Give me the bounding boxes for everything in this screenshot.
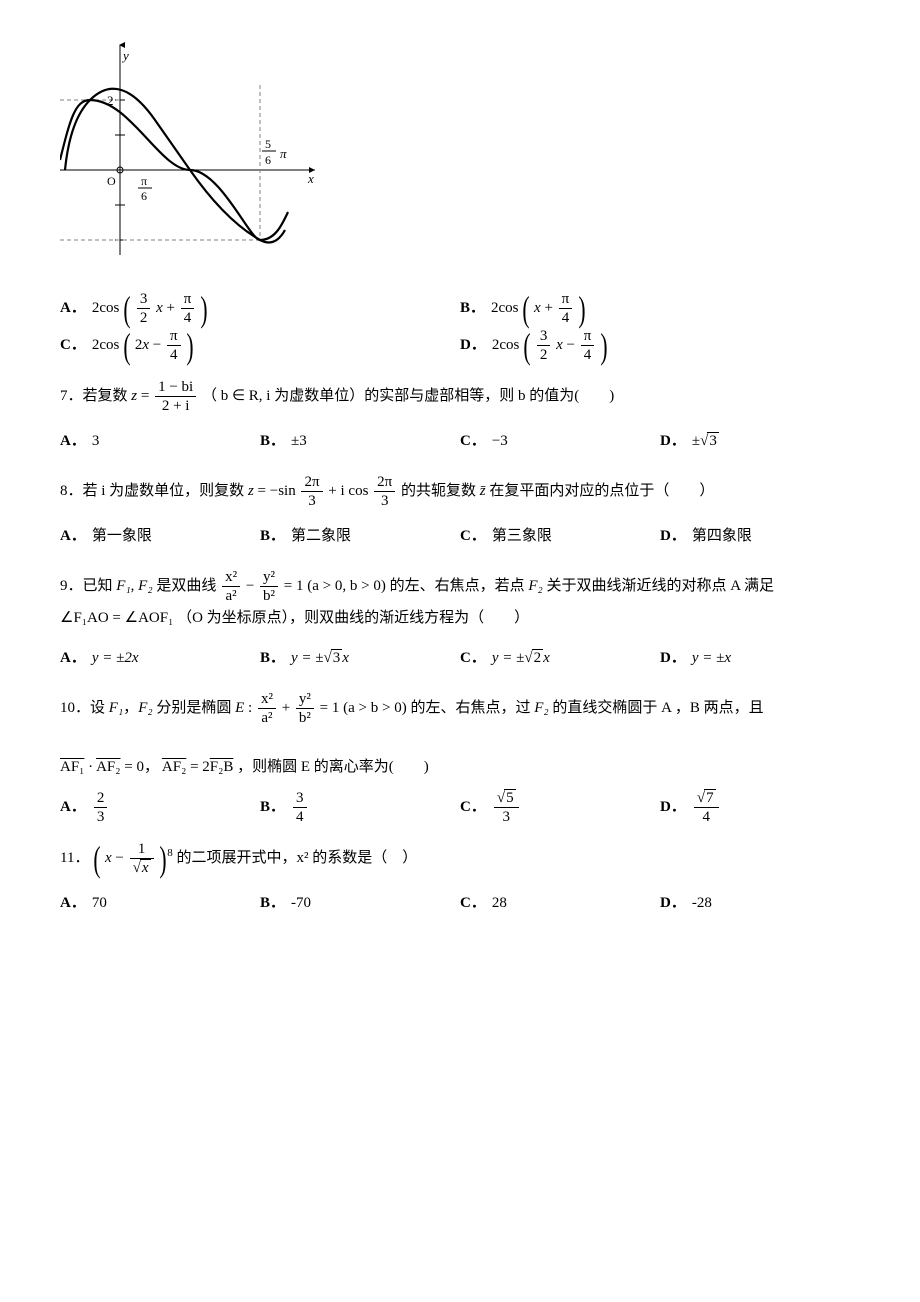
option-content: 34 — [293, 789, 307, 826]
option-content: y = ±x — [692, 645, 731, 672]
option-content: 第三象限 — [492, 523, 552, 550]
option-content: 2cos ( 32 x − π4 ) — [492, 327, 608, 364]
option-content: 2cos ( x + π4 ) — [491, 290, 586, 327]
option-content: 70 — [92, 890, 107, 917]
q9-options: A．y = ±2x B．y = ±√3x C．y = ±√2x D．y = ±x — [60, 640, 860, 676]
function-graph: 2 y x O π 6 5 6 π — [60, 40, 860, 270]
q9-option-c[interactable]: C．y = ±√2x — [460, 640, 660, 676]
option-label: A． — [60, 295, 86, 322]
q10-option-c[interactable]: C．√53 — [460, 789, 660, 826]
q7-option-a[interactable]: A．3 — [60, 423, 260, 459]
option-content: y = ±2x — [92, 645, 139, 672]
q11-options: A．70 B．-70 C．28 D．-28 — [60, 885, 860, 921]
svg-text:y: y — [121, 48, 129, 63]
q8-option-d[interactable]: D．第四象限 — [660, 518, 860, 554]
q8-option-b[interactable]: B．第二象限 — [260, 518, 460, 554]
q9-option-a[interactable]: A．y = ±2x — [60, 640, 260, 676]
option-content: 23 — [94, 789, 108, 826]
svg-text:6: 6 — [141, 189, 147, 203]
svg-text:π: π — [280, 146, 287, 161]
q11-option-d[interactable]: D．-28 — [660, 885, 860, 921]
y-tick-2: 2 — [107, 93, 114, 108]
option-content: 第二象限 — [291, 523, 351, 550]
q10-stem: 10．设 F₁，F₂ 分别是椭圆 E : x²a² + y²b² = 1 (a … — [60, 690, 860, 781]
q8-option-a[interactable]: A．第一象限 — [60, 518, 260, 554]
svg-text:x: x — [307, 171, 314, 186]
option-content: −3 — [492, 428, 508, 455]
option-content: 28 — [492, 890, 507, 917]
svg-text:π: π — [141, 174, 147, 188]
option-content: 第一象限 — [92, 523, 152, 550]
svg-text:6: 6 — [265, 153, 271, 167]
option-content: 3 — [92, 428, 100, 455]
option-content: -70 — [291, 890, 311, 917]
q10-option-b[interactable]: B．34 — [260, 789, 460, 826]
q8-options: A．第一象限 B．第二象限 C．第三象限 D．第四象限 — [60, 518, 860, 554]
option-content: y = ±√3x — [291, 645, 349, 672]
option-content: 第四象限 — [692, 523, 752, 550]
option-content: -28 — [692, 890, 712, 917]
q9-stem: 9．已知 F₁, F₂ 是双曲线 x²a² − y²b² = 1 (a > 0,… — [60, 568, 860, 632]
q6-option-b[interactable]: B． 2cos ( x + π4 ) — [460, 290, 860, 327]
q11-stem: 11． ( x − 1√x )8 的二项展开式中，x² 的系数是（ ） — [60, 840, 860, 877]
option-content: ±3 — [291, 428, 307, 455]
option-content: y = ±√2x — [492, 645, 550, 672]
option-label: C． — [60, 332, 86, 359]
option-label: D． — [460, 332, 486, 359]
q7-option-b[interactable]: B．±3 — [260, 423, 460, 459]
option-content: √53 — [494, 789, 519, 826]
svg-text:O: O — [107, 174, 116, 188]
q10-options: A．23 B．34 C．√53 D．√74 — [60, 789, 860, 826]
q9-option-d[interactable]: D．y = ±x — [660, 640, 860, 676]
q6-option-d[interactable]: D． 2cos ( 32 x − π4 ) — [460, 327, 860, 364]
option-content: √74 — [694, 789, 719, 826]
option-content: ±√3 — [692, 428, 719, 455]
q7-stem: 7．若复数 z = 1 − bi2 + i （ b ∈ R, i 为虚数单位）的… — [60, 378, 860, 415]
q6-option-c[interactable]: C． 2cos ( 2x − π4 ) — [60, 327, 460, 364]
option-label: B． — [460, 295, 485, 322]
q6-options: A． 2cos ( 32 x + π4 ) B． 2cos ( x + π4 )… — [60, 290, 860, 364]
q7-option-d[interactable]: D．±√3 — [660, 423, 860, 459]
option-content: 2cos ( 2x − π4 ) — [92, 327, 194, 364]
q6-option-a[interactable]: A． 2cos ( 32 x + π4 ) — [60, 290, 460, 327]
q8-stem: 8．若 i 为虚数单位，则复数 z = −sin 2π3 + i cos 2π3… — [60, 473, 860, 510]
q7-option-c[interactable]: C．−3 — [460, 423, 660, 459]
q10-option-a[interactable]: A．23 — [60, 789, 260, 826]
q11-option-c[interactable]: C．28 — [460, 885, 660, 921]
q11-option-a[interactable]: A．70 — [60, 885, 260, 921]
q7-options: A．3 B．±3 C．−3 D．±√3 — [60, 423, 860, 459]
svg-text:5: 5 — [265, 137, 271, 151]
q11-option-b[interactable]: B．-70 — [260, 885, 460, 921]
q9-option-b[interactable]: B．y = ±√3x — [260, 640, 460, 676]
option-content: 2cos ( 32 x + π4 ) — [92, 290, 208, 327]
q8-option-c[interactable]: C．第三象限 — [460, 518, 660, 554]
q10-option-d[interactable]: D．√74 — [660, 789, 860, 826]
